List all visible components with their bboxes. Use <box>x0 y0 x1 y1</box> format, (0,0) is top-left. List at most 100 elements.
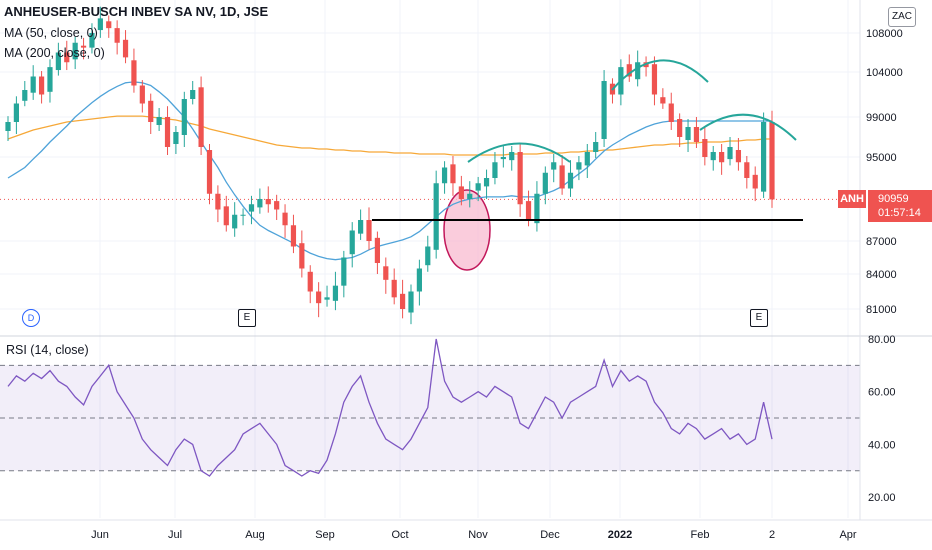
price-tick-label: 104000 <box>866 67 903 79</box>
arc-right-shoulder <box>699 113 797 141</box>
candle-body <box>534 193 540 224</box>
time-tick-label: Apr <box>839 529 856 541</box>
candle-body <box>374 237 381 263</box>
candle-body <box>206 150 213 194</box>
candle-body <box>441 167 448 184</box>
rsi-band-fill <box>0 365 860 471</box>
drawing-overlays <box>372 59 803 221</box>
candle-body <box>551 162 557 170</box>
candle-body <box>106 21 112 29</box>
rsi-band <box>0 364 860 472</box>
candle-body <box>274 201 280 210</box>
candle-body <box>265 199 271 205</box>
ma50-line <box>7 81 772 261</box>
candle-body <box>525 201 532 220</box>
candle-body <box>677 119 683 137</box>
candle-body <box>702 139 708 157</box>
last-price: 90959 <box>878 193 909 205</box>
symbol-tag: ANH <box>838 190 866 208</box>
candle-body <box>559 165 565 189</box>
candle-body <box>257 199 263 208</box>
candle-body <box>131 60 137 86</box>
candle-body <box>601 81 607 139</box>
candle-body <box>399 293 406 309</box>
time-tick-label: 2 <box>769 529 775 541</box>
time-axis[interactable]: Jun Jul Aug Sep Oct Nov Dec 2022 Feb 2 Apr <box>0 519 932 541</box>
rsi-series <box>7 338 773 477</box>
rsi-tick-label: 20.00 <box>868 492 896 504</box>
candle-body <box>30 76 36 93</box>
price-axis[interactable]: 108000 104000 99000 95000 87000 84000 81000 80.… <box>859 0 903 520</box>
candle-body <box>509 152 515 161</box>
candle-body <box>80 45 87 48</box>
ma50-legend[interactable]: MA (50, close, 0) <box>4 26 98 40</box>
candle-body <box>341 257 347 286</box>
ma200-line <box>7 115 772 156</box>
candle-body <box>198 87 204 147</box>
candle-body <box>719 152 725 163</box>
candle-body <box>769 122 775 200</box>
currency-badge[interactable]: ZAC <box>888 7 916 27</box>
candle-body <box>584 152 590 166</box>
candle-body <box>299 243 305 269</box>
candle-body <box>64 52 70 63</box>
arc-head <box>611 59 709 91</box>
candle-body <box>383 266 389 280</box>
candle-body <box>391 279 397 298</box>
candle-body <box>668 103 674 122</box>
candle-body <box>475 183 481 191</box>
candle-body <box>542 172 548 194</box>
candle-body <box>173 132 179 144</box>
candle-body <box>240 214 246 216</box>
candle-body <box>693 127 700 142</box>
price-tick-label: 84000 <box>866 269 897 281</box>
candle-body <box>761 122 767 192</box>
candle-body <box>416 268 422 292</box>
candle-body <box>89 33 95 48</box>
time-tick-label: Aug <box>245 529 265 541</box>
candle-body <box>458 186 464 199</box>
candle-body <box>349 230 355 255</box>
candle-body <box>13 103 19 122</box>
candle-body <box>307 271 313 292</box>
candle-body <box>72 42 78 60</box>
rsi-tick-label: 40.00 <box>868 439 896 451</box>
arc-left-shoulder <box>467 142 571 163</box>
rsi-legend[interactable]: RSI (14, close) <box>6 343 89 357</box>
candle-body <box>22 90 28 101</box>
price-tick-label: 95000 <box>866 152 897 164</box>
price-tick-label: 99000 <box>866 112 897 124</box>
candle-body <box>685 127 691 140</box>
earnings-icon[interactable]: E <box>238 309 256 327</box>
time-tick-label: Dec <box>540 529 560 541</box>
candle-body <box>593 142 599 152</box>
dividend-icon[interactable]: D <box>22 309 40 327</box>
candle-body <box>358 220 364 234</box>
candle-body <box>576 162 582 170</box>
time-tick-label: Jun <box>91 529 109 541</box>
candle-body <box>282 212 288 226</box>
price-tick-label: 87000 <box>866 236 897 248</box>
candle-body <box>408 291 414 313</box>
price-tick-label: 108000 <box>866 28 903 40</box>
candle-body <box>156 117 162 125</box>
candle-body <box>122 39 129 58</box>
candle-body <box>500 157 506 160</box>
time-tick-label: Jul <box>168 529 182 541</box>
time-tick-label: Feb <box>691 529 710 541</box>
price-tag: 90959 01:57:14 <box>868 190 932 222</box>
drawings <box>443 189 491 271</box>
bar-countdown: 01:57:14 <box>878 207 921 219</box>
rsi-line <box>7 338 773 477</box>
candle-body <box>710 152 716 161</box>
time-tick-label: Nov <box>468 529 488 541</box>
price-tick-label: 81000 <box>866 304 897 316</box>
candle-body <box>752 174 758 189</box>
rsi-tick-label: 60.00 <box>868 387 896 399</box>
ma200-legend[interactable]: MA (200, close, 0) <box>4 46 105 60</box>
moving-averages <box>7 81 772 261</box>
earnings-icon[interactable]: E <box>750 309 768 327</box>
candle-body <box>467 193 473 199</box>
candle-body <box>148 100 154 122</box>
